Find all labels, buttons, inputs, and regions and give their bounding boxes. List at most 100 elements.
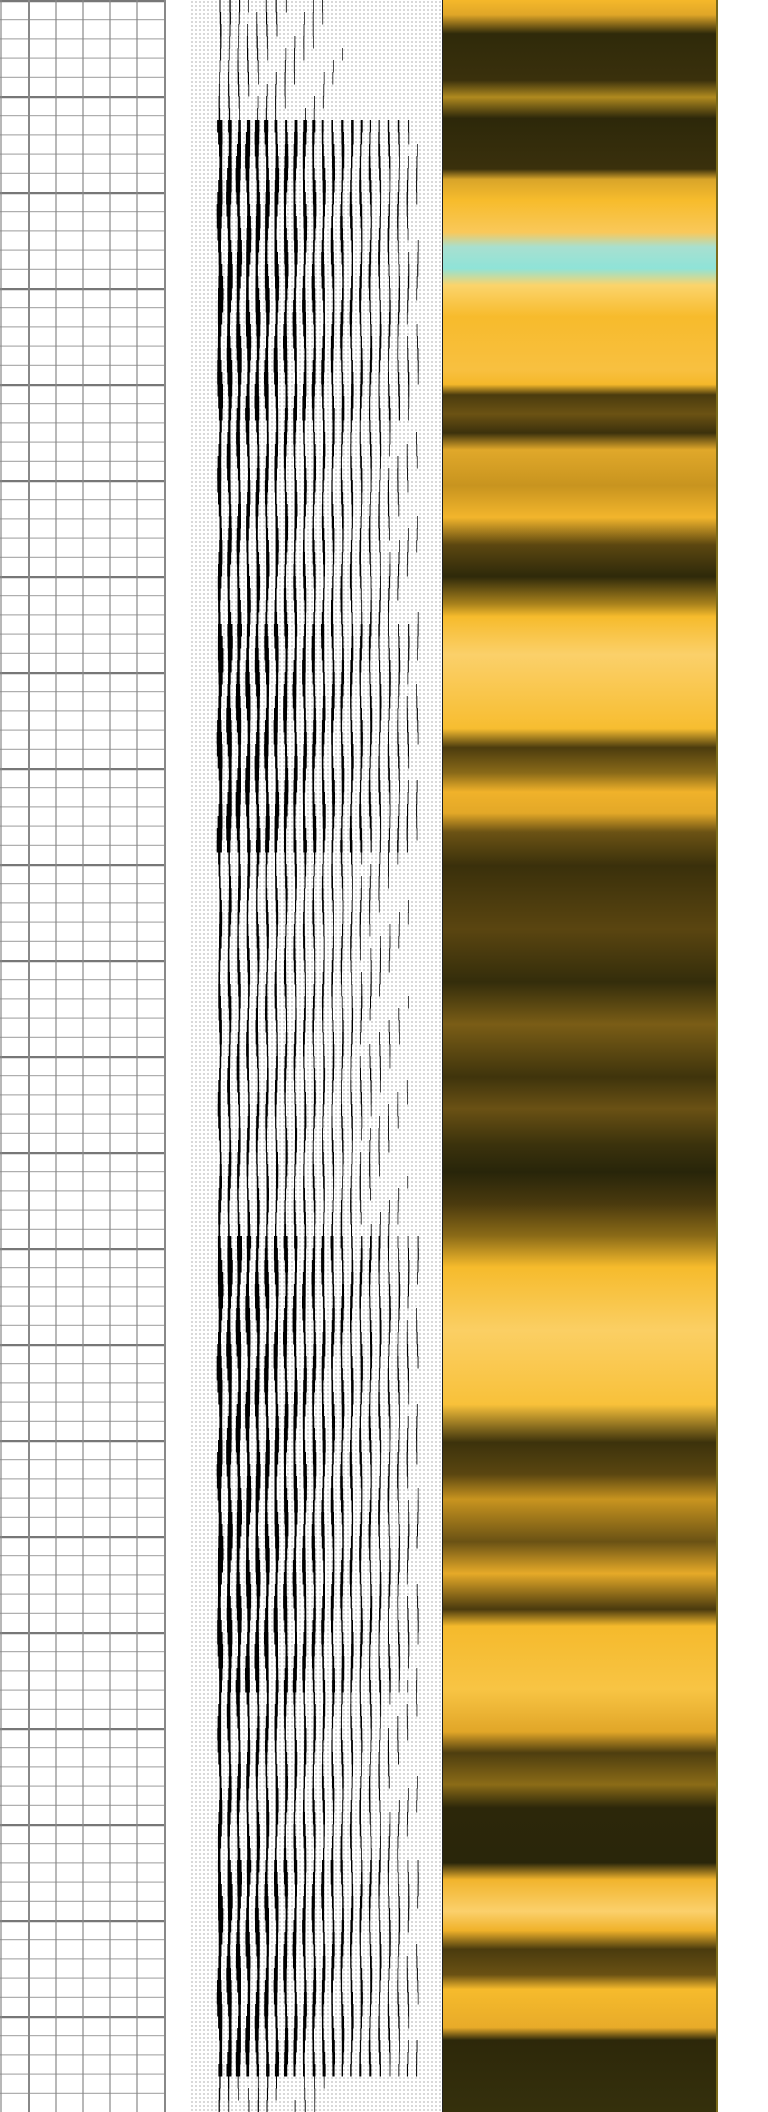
waveform-stripe — [370, 828, 372, 841]
waveform-stripe — [397, 732, 399, 745]
waveform-stripe — [407, 1680, 409, 1693]
waveform-stripe — [379, 732, 381, 745]
waveform-stripe — [247, 24, 248, 37]
waveform-stripe — [247, 972, 251, 985]
waveform-stripe — [331, 1992, 333, 2005]
waveform-stripe — [321, 1644, 324, 1657]
waveform-stripe — [406, 828, 408, 841]
waveform-stripe — [303, 264, 306, 277]
waveform-stripe — [406, 1704, 408, 1717]
waveform-stripe — [246, 1152, 249, 1165]
waveform-stripe — [397, 348, 399, 361]
waveform-stripe — [370, 1188, 371, 1201]
waveform-stripe — [388, 264, 390, 277]
waveform-stripe — [246, 2064, 250, 2077]
waveform-stripe — [379, 480, 381, 493]
waveform-stripe — [228, 408, 232, 421]
waveform-stripe — [302, 1560, 306, 1573]
waveform-stripe — [378, 1368, 380, 1381]
waveform-stripe — [351, 1020, 353, 1033]
waveform-stripe — [227, 216, 231, 229]
waveform-stripe — [342, 1536, 344, 1549]
waveform-stripe — [303, 1440, 306, 1453]
waveform-stripe — [227, 1272, 233, 1285]
waveform-stripe — [341, 1812, 343, 1825]
waveform-stripe — [304, 1128, 306, 1141]
waveform-stripe — [274, 1596, 278, 1609]
waveform-stripe — [351, 2004, 354, 2017]
waveform-stripe — [416, 1584, 418, 1597]
waveform-stripe — [332, 1008, 333, 1021]
waveform-stripe — [389, 1668, 391, 1681]
waveform-stripe — [294, 516, 297, 529]
waveform-stripe — [274, 1512, 279, 1525]
waveform-stripe — [285, 1644, 288, 1657]
waveform-stripe — [378, 1248, 381, 1261]
waveform-stripe — [229, 1764, 232, 1777]
waveform-stripe — [246, 324, 251, 337]
waveform-stripe — [285, 1008, 287, 1021]
waveform-stripe — [342, 924, 344, 937]
waveform-stripe — [322, 1680, 326, 1693]
waveform-stripe — [264, 624, 268, 637]
waveform-stripe — [304, 720, 307, 733]
waveform-stripe — [351, 984, 353, 997]
waveform-stripe — [351, 1392, 354, 1405]
waveform-stripe — [218, 264, 223, 277]
waveform-stripe — [266, 948, 269, 961]
waveform-stripe — [398, 792, 400, 805]
waveform-stripe — [360, 2016, 362, 2029]
waveform-stripe — [235, 168, 241, 181]
waveform-stripe — [350, 960, 352, 973]
waveform-stripe — [284, 1728, 286, 1741]
waveform-stripe — [216, 1464, 223, 1477]
waveform-stripe — [294, 48, 295, 61]
waveform-stripe — [218, 696, 222, 709]
waveform-stripe — [341, 732, 343, 745]
waveform-stripe — [322, 1416, 325, 1429]
waveform-stripe — [218, 1080, 221, 1093]
waveform-stripe — [265, 852, 268, 865]
waveform-stripe — [303, 936, 306, 949]
waveform-stripe — [389, 1308, 391, 1321]
waveform-stripe — [350, 1920, 353, 1933]
waveform-stripe — [322, 708, 326, 721]
waveform-stripe — [302, 1404, 306, 1417]
waveform-stripe — [369, 1008, 371, 1021]
waveform-stripe — [313, 1488, 316, 1501]
waveform-stripe — [228, 996, 232, 1009]
waveform-stripe — [379, 1932, 381, 1945]
waveform-stripe — [237, 60, 239, 73]
waveform-stripe — [389, 1416, 391, 1429]
waveform-stripe — [397, 228, 399, 241]
waveform-stripe — [369, 1872, 372, 1885]
waveform-stripe — [368, 2052, 371, 2065]
waveform-stripe — [398, 1800, 400, 1813]
waveform-stripe — [323, 1944, 326, 1957]
waveform-stripe — [219, 1056, 222, 1069]
waveform-stripe — [388, 624, 389, 637]
waveform-stripe — [331, 1392, 334, 1405]
waveform-stripe — [332, 2040, 335, 2053]
waveform-stripe — [340, 720, 343, 733]
waveform-stripe — [359, 168, 362, 181]
waveform-stripe — [416, 2064, 418, 2077]
waveform-stripe — [303, 1512, 306, 1525]
waveform-stripe — [351, 156, 353, 169]
waveform-stripe — [302, 1272, 306, 1285]
waveform-stripe — [246, 264, 250, 277]
waveform-stripe — [332, 1776, 335, 1789]
waveform-stripe — [408, 2004, 410, 2017]
waveform-stripe — [331, 120, 333, 133]
waveform-stripe — [397, 480, 399, 493]
waveform-stripe — [285, 1044, 288, 1057]
waveform-stripe — [265, 1764, 268, 1777]
waveform-stripe — [294, 1872, 298, 1885]
waveform-stripe — [246, 1536, 249, 1549]
waveform-stripe — [302, 1536, 306, 1549]
waveform-stripe — [370, 1332, 372, 1345]
waveform-stripe — [255, 744, 260, 757]
waveform-stripe — [293, 1056, 296, 1069]
waveform-stripe — [331, 1380, 334, 1393]
